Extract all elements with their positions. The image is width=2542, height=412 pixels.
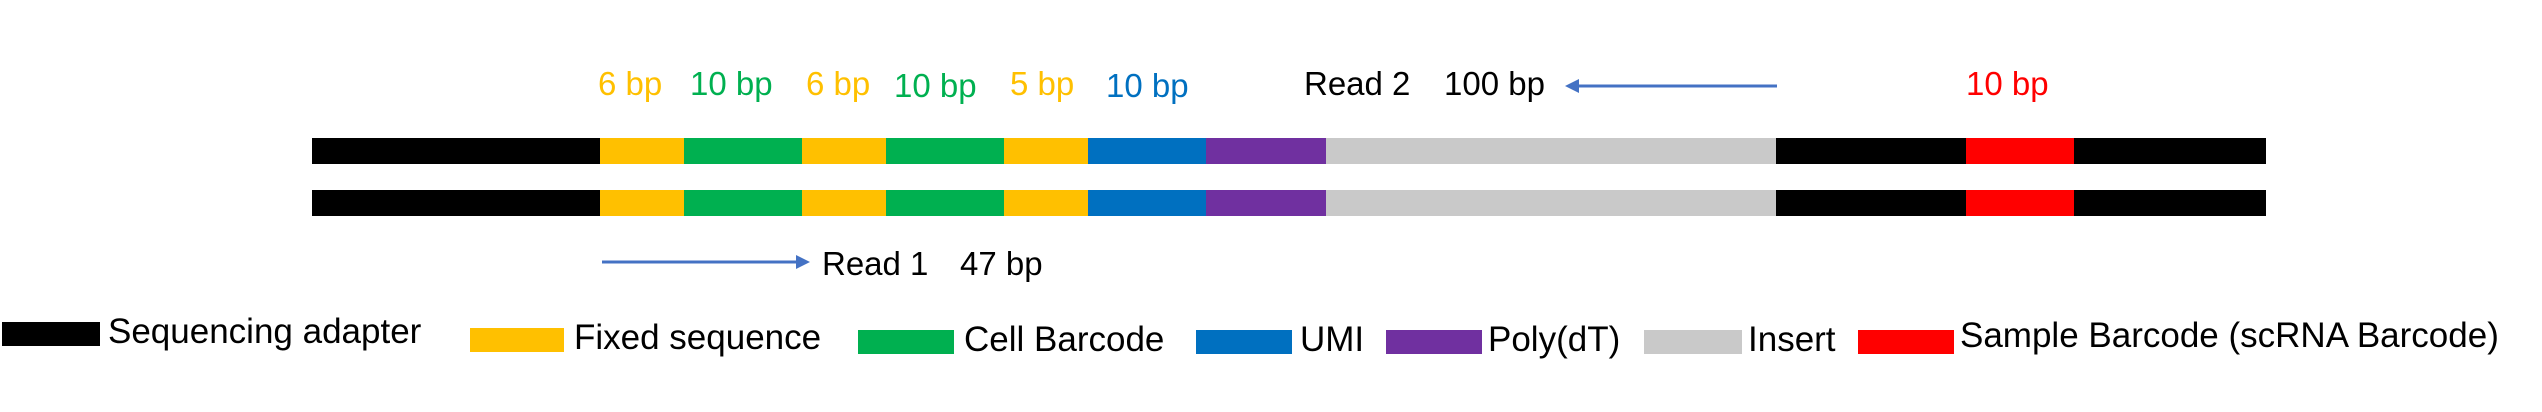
sample-barcode-segment: [1966, 138, 2074, 164]
bp-label-sample-barcode: 10 bp: [1966, 65, 2049, 102]
bp-label-fixed-2: 6 bp: [806, 65, 871, 102]
umi-segment: [1088, 190, 1206, 216]
adapter-segment: [2074, 138, 2266, 164]
legend-label-umi: UMI: [1300, 320, 1365, 359]
cell-barcode-segment: [886, 190, 1004, 216]
fixed-segment: [600, 190, 684, 216]
bp-label-fixed-3: 5 bp: [1010, 65, 1075, 102]
legend-swatch-sample-barcode: [1858, 330, 1954, 354]
legend-swatch-polydt: [1386, 330, 1482, 354]
read1-label: Read 1: [822, 245, 929, 282]
cell-barcode-segment: [886, 138, 1004, 164]
adapter-segment: [312, 138, 600, 164]
adapter-segment: [2074, 190, 2266, 216]
cell-barcode-segment: [684, 138, 802, 164]
adapter-segment: [312, 190, 600, 216]
insert-segment: [1326, 138, 1776, 164]
fixed-segment: [600, 138, 684, 164]
fixed-segment: [802, 138, 886, 164]
legend-label-insert: Insert: [1748, 320, 1836, 359]
insert-segment: [1326, 190, 1776, 216]
fixed-segment: [1004, 190, 1088, 216]
polydt-segment: [1206, 190, 1326, 216]
legend-swatch-fixed: [470, 328, 564, 352]
adapter-segment: [1776, 190, 1966, 216]
cell-barcode-segment: [684, 190, 802, 216]
adapter-segment: [1776, 138, 1966, 164]
legend-label-polydt: Poly(dT): [1488, 320, 1621, 359]
legend-swatch-adapter: [2, 322, 100, 346]
fixed-segment: [802, 190, 886, 216]
legend-label-sample-barcode: Sample Barcode (scRNA Barcode): [1960, 316, 2499, 355]
bp-label-cell-barcode-2: 10 bp: [894, 67, 977, 104]
fixed-segment: [1004, 138, 1088, 164]
read1-length: 47 bp: [960, 245, 1043, 282]
read1-arrow: [602, 255, 810, 269]
read2-arrow: [1565, 79, 1777, 93]
bp-label-umi: 10 bp: [1106, 67, 1189, 104]
legend-swatch-umi: [1196, 330, 1292, 354]
legend-label-fixed: Fixed sequence: [574, 318, 822, 357]
legend-swatch-cell-barcode: [858, 330, 954, 354]
polydt-segment: [1206, 138, 1326, 164]
read2-label: Read 2: [1304, 65, 1411, 102]
bp-label-cell-barcode-1: 10 bp: [690, 65, 773, 102]
legend-swatch-insert: [1644, 330, 1742, 354]
legend-label-cell-barcode: Cell Barcode: [964, 320, 1165, 359]
legend-label-adapter: Sequencing adapter: [108, 312, 422, 351]
read2-length: 100 bp: [1444, 65, 1545, 102]
sample-barcode-segment: [1966, 190, 2074, 216]
umi-segment: [1088, 138, 1206, 164]
bp-label-fixed-1: 6 bp: [598, 65, 663, 102]
